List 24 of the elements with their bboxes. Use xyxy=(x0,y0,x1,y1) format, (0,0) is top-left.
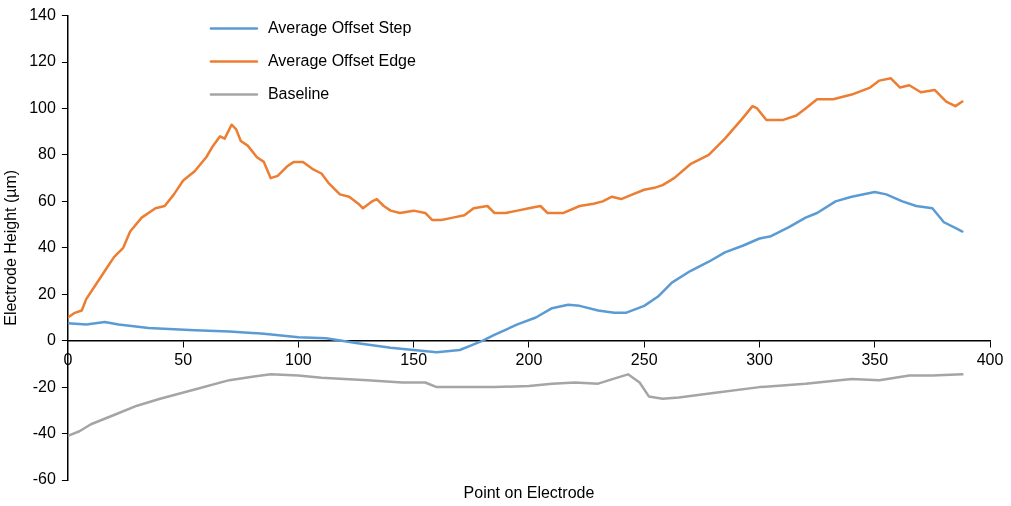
legend-label: Average Offset Step xyxy=(267,19,412,37)
x-tick-label: 150 xyxy=(400,350,428,368)
y-tick-label: 140 xyxy=(29,6,56,24)
y-tick-label: -20 xyxy=(32,377,56,395)
y-tick-label: -60 xyxy=(32,470,56,488)
legend-label: Baseline xyxy=(267,85,330,103)
x-tick-label: 200 xyxy=(515,350,543,368)
y-tick-label: 100 xyxy=(29,98,56,116)
x-tick-label: 250 xyxy=(630,350,658,368)
y-axis-title: Electrode Height (µm) xyxy=(2,169,20,326)
legend-label: Average Offset Edge xyxy=(267,52,416,70)
x-tick-label: 100 xyxy=(285,350,312,368)
y-tick-label: 20 xyxy=(38,284,56,302)
x-tick-label: 300 xyxy=(746,350,773,368)
x-tick-label: 50 xyxy=(174,350,193,368)
x-tick-label: 350 xyxy=(861,350,889,368)
y-tick-label: -40 xyxy=(32,423,56,441)
y-tick-label: 120 xyxy=(29,52,56,70)
x-tick-label: 400 xyxy=(976,350,1004,368)
y-tick-label: 60 xyxy=(38,191,56,209)
x-axis-title: Point on Electrode xyxy=(463,484,595,502)
y-tick-label: 0 xyxy=(46,331,56,349)
y-tick-label: 80 xyxy=(38,145,56,163)
y-tick-label: 40 xyxy=(38,238,56,256)
